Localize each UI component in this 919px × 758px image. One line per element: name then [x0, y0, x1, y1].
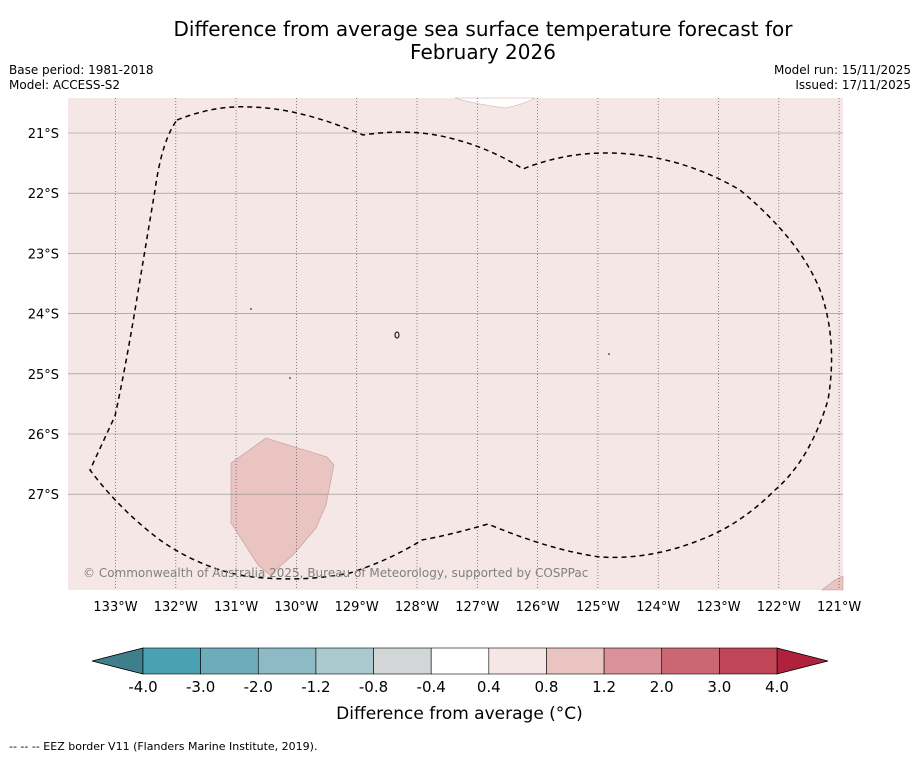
longitude-labels: 133°W 132°W 131°W 130°W 129°W 128°W 127°W 126°W… — [93, 600, 861, 615]
colorbar-tick-label: -1.2 — [301, 678, 330, 696]
copyright-notice: © Commonwealth of Australia 2025, Bureau… — [83, 566, 588, 580]
title-line-2: February 2026 — [410, 40, 556, 64]
lon-tick-label: 125°W — [576, 600, 620, 615]
map-background — [68, 98, 843, 590]
title-line-1: Difference from average sea surface temp… — [173, 17, 793, 41]
lon-tick-label: 124°W — [636, 600, 680, 615]
eez-footnote: -- -- -- EEZ border V11 (Flanders Marine… — [9, 740, 318, 753]
lon-tick-label: 122°W — [757, 600, 801, 615]
lat-tick-label: 26°S — [28, 428, 59, 443]
lon-tick-label: 127°W — [455, 600, 499, 615]
lon-tick-label: 123°W — [696, 600, 740, 615]
map-title: Difference from average sea surface temp… — [60, 18, 906, 64]
model-name: Model: ACCESS-S2 — [9, 78, 121, 92]
colorbar-bin — [546, 647, 605, 675]
colorbar-tick-label: -4.0 — [128, 678, 157, 696]
lat-tick-label: 22°S — [28, 187, 59, 202]
colorbar-tick-label: -0.8 — [359, 678, 388, 696]
island-marker — [608, 353, 610, 355]
colorbar-bin — [603, 647, 663, 675]
lon-tick-label: 130°W — [274, 600, 318, 615]
colorbar-tick-label: -2.0 — [244, 678, 273, 696]
island-marker — [394, 331, 400, 339]
island-marker — [289, 377, 291, 379]
colorbar-tick-label: 4.0 — [765, 678, 789, 696]
lon-tick-label: 133°W — [93, 600, 137, 615]
colorbar-bin — [200, 647, 259, 675]
colorbar-title: Difference from average (°C) — [336, 704, 583, 724]
issued-date: Issued: 17/11/2025 — [795, 78, 911, 92]
colorbar: -4.0 -3.0 -2.0 -1.2 -0.8 -0.4 0.4 0.8 1.2 2.0 3.0 4… — [91, 647, 829, 696]
model-run: Model run: 15/11/2025 — [773, 63, 911, 77]
lon-tick-label: 129°W — [335, 600, 379, 615]
lat-tick-label: 27°S — [28, 488, 59, 503]
colorbar-bin — [142, 647, 201, 675]
colorbar-over-arrow — [776, 647, 829, 675]
run-info: Model run: 15/11/2025 Issued: 17/11/2025 — [774, 63, 911, 93]
latitude-gridlines — [68, 132, 843, 495]
longitude-gridlines — [115, 98, 840, 590]
colorbar-bin — [719, 647, 778, 675]
lon-tick-label: 121°W — [817, 600, 861, 615]
lat-tick-label: 25°S — [28, 368, 59, 383]
eez-border — [89, 106, 833, 580]
lat-tick-label: 23°S — [28, 247, 59, 262]
colorbar-tick-label: -0.4 — [417, 678, 446, 696]
warm-anomaly-patch — [230, 437, 335, 576]
colorbar-tick-label: 0.4 — [477, 678, 501, 696]
lon-tick-label: 128°W — [395, 600, 439, 615]
latitude-labels: 21°S 22°S 23°S 24°S 25°S 26°S 27°S — [28, 127, 59, 503]
base-info: Base period: 1981-2018 Model: ACCESS-S2 — [9, 63, 154, 93]
colorbar-bin — [315, 647, 374, 675]
lon-tick-label: 126°W — [516, 600, 560, 615]
colorbar-under-arrow — [91, 647, 144, 675]
neutral-area-top — [454, 97, 536, 109]
lat-tick-label: 21°S — [28, 127, 59, 142]
lon-tick-label: 131°W — [214, 600, 258, 615]
colorbar-tick-label: 1.2 — [592, 678, 616, 696]
colorbar-bin — [430, 647, 490, 675]
colorbar-bin — [257, 647, 317, 675]
colorbar-tick-label: -3.0 — [186, 678, 215, 696]
lon-tick-label: 132°W — [154, 600, 198, 615]
colorbar-tick-label: 0.8 — [535, 678, 559, 696]
colorbar-tick-label: 2.0 — [650, 678, 674, 696]
colorbar-tick-label: 3.0 — [707, 678, 731, 696]
colorbar-bin — [488, 647, 547, 675]
island-marker — [250, 308, 252, 310]
colorbar-bin — [661, 647, 720, 675]
lat-tick-label: 24°S — [28, 308, 59, 323]
base-period: Base period: 1981-2018 — [9, 63, 154, 77]
warm-anomaly-corner — [821, 575, 844, 591]
colorbar-bin — [373, 647, 432, 675]
